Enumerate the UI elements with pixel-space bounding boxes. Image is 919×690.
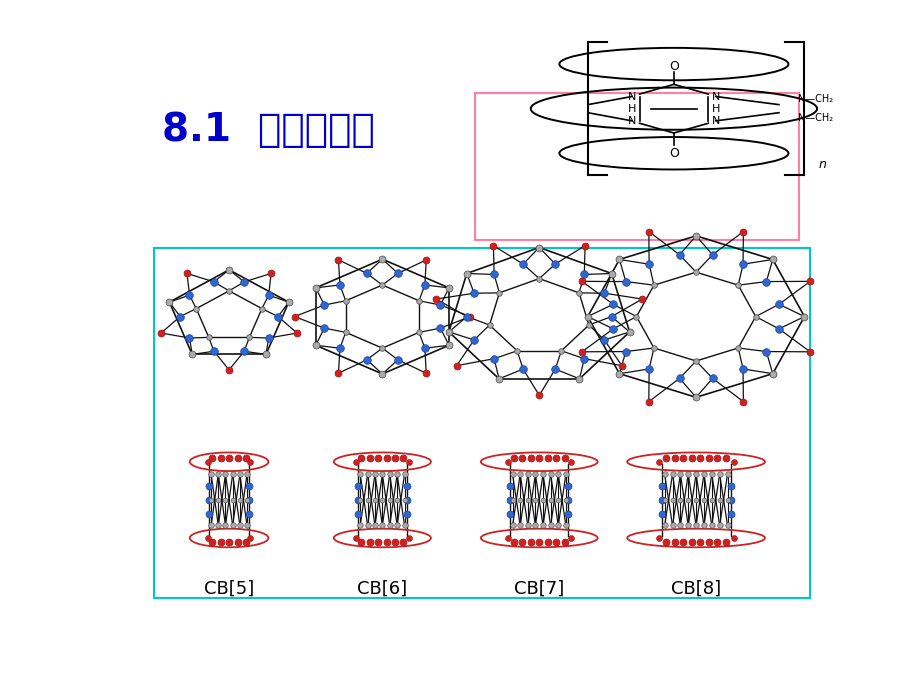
Text: N—CH₂: N—CH₂ — [797, 94, 833, 104]
Text: H: H — [627, 104, 635, 114]
Text: CB[6]: CB[6] — [357, 580, 407, 598]
Text: 8.1  药芦脲结构: 8.1 药芦脲结构 — [162, 110, 374, 148]
Text: H: H — [711, 104, 720, 114]
Text: CB[8]: CB[8] — [670, 580, 720, 598]
Text: N: N — [711, 116, 720, 126]
Text: CB[5]: CB[5] — [204, 580, 254, 598]
Bar — [474, 93, 799, 239]
Text: N: N — [627, 116, 635, 126]
Text: O: O — [668, 147, 678, 160]
Text: N—CH₂: N—CH₂ — [797, 113, 833, 124]
Text: N: N — [627, 92, 635, 101]
Text: O: O — [668, 60, 678, 73]
Bar — [154, 248, 810, 598]
Text: N: N — [711, 92, 720, 101]
Text: n: n — [818, 158, 826, 171]
Text: CB[7]: CB[7] — [514, 580, 563, 598]
